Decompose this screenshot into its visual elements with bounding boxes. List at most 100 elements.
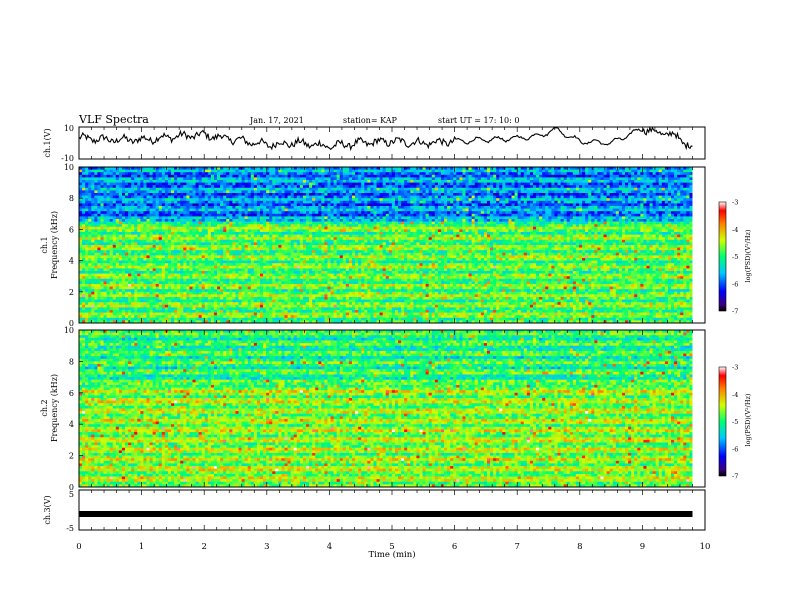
spectrogram-cell — [253, 169, 258, 173]
spectrogram-cell — [459, 226, 463, 230]
spectrogram-cell — [333, 198, 338, 202]
spectrogram-cell — [450, 211, 454, 215]
spectrogram-cell — [198, 174, 203, 178]
spectrogram-cell — [198, 208, 203, 212]
spectrogram-cell — [447, 206, 451, 209]
spectrogram-cell — [440, 187, 445, 191]
spectrogram-cell — [548, 200, 552, 204]
spectrogram-cell — [563, 180, 568, 183]
spectrogram-cell — [664, 169, 669, 173]
spectrogram-cell — [333, 224, 338, 228]
spectrogram-cell — [348, 174, 353, 178]
spectrogram-cell — [585, 172, 589, 176]
spectrogram-cell — [253, 177, 258, 181]
spectrogram-cell — [250, 182, 255, 186]
spectrogram-cell — [373, 198, 377, 202]
spectrogram-cell — [606, 203, 611, 207]
spectrogram-cell — [253, 190, 258, 194]
spectrogram-cell — [235, 185, 239, 189]
ch1-ytick-top: 10 — [64, 124, 74, 133]
spectrogram-cell — [345, 180, 350, 183]
spectrogram-cell — [293, 172, 298, 176]
spectrogram-cell — [465, 206, 469, 209]
spectrogram-cell — [382, 177, 387, 181]
spectrogram-cell — [646, 190, 650, 194]
spectrogram-cell — [352, 187, 356, 191]
spectrogram-cell — [686, 203, 690, 207]
spectrogram-cell — [174, 224, 178, 228]
spectrogram-cell — [683, 213, 687, 217]
spectrogram-cell — [195, 226, 200, 230]
spectrogram-cell — [253, 180, 258, 183]
spectrogram-cell — [217, 203, 221, 207]
spectrogram-cell — [235, 174, 239, 178]
spectrogram-cell — [333, 182, 338, 186]
spectrogram-cell — [404, 211, 408, 215]
spectrogram-cell — [367, 167, 371, 170]
spectrogram-cell — [560, 182, 565, 186]
spectrogram-cell — [450, 219, 454, 222]
spectrogram-cell — [118, 169, 123, 173]
spectrogram-cell — [468, 206, 473, 209]
spectrogram-cell — [272, 187, 276, 191]
spectrogram-cell — [468, 169, 473, 173]
spectrogram-cell — [440, 221, 445, 225]
spectrogram-cell — [548, 187, 552, 191]
spectrogram-cell — [404, 180, 408, 183]
spectrogram-cell — [529, 208, 534, 212]
spectrogram-cell — [664, 224, 669, 228]
spectrogram-cell — [634, 185, 638, 189]
spectrogram-cell — [275, 169, 279, 173]
spectrogram-cell — [477, 174, 482, 178]
spectrogram-cell — [643, 185, 647, 189]
spectrogram-cell — [520, 206, 525, 209]
spectrogram-cell — [437, 169, 442, 173]
spectrogram-cell — [103, 216, 108, 220]
spectrogram-cell — [585, 187, 589, 191]
spectrogram-cell — [683, 211, 687, 215]
spectrogram-cell — [85, 200, 89, 204]
spectrogram-cell — [490, 174, 494, 178]
spectrogram-cell — [447, 211, 451, 215]
spectrogram-cell — [505, 190, 509, 194]
spectrogram-cell — [174, 193, 178, 196]
spectrogram-cell — [560, 200, 565, 204]
spectrogram-cell — [413, 224, 417, 228]
spectrogram-cell — [643, 195, 647, 199]
spectrogram-cell — [278, 172, 282, 176]
spectrogram-cell — [640, 219, 644, 222]
spectrogram-cell — [149, 216, 154, 220]
spectrogram-cell — [358, 182, 362, 186]
spectrogram-cell — [318, 182, 322, 186]
spectrogram-cell — [235, 203, 239, 207]
spectrogram-cell — [499, 180, 503, 183]
spectrogram-cell — [499, 195, 503, 199]
spectrogram-cell — [419, 180, 423, 183]
spectrogram-cell — [256, 219, 261, 222]
spectrogram-cell — [563, 208, 568, 212]
spectrogram-cell — [508, 221, 512, 225]
spectrogram-cell — [652, 198, 657, 202]
spectrogram-cell — [425, 182, 430, 186]
spectrogram-cell — [207, 182, 212, 186]
spectrogram-cell — [336, 177, 341, 181]
spectrogram-cell — [526, 190, 531, 194]
spectrogram-cell — [189, 198, 193, 202]
spectrogram-cell — [391, 174, 396, 178]
spectrogram-cell — [615, 226, 620, 230]
spectrogram-cell — [278, 224, 282, 228]
spectrogram-cell — [232, 219, 236, 222]
spectrogram-cell — [554, 211, 558, 215]
spectrogram-cell — [686, 187, 690, 191]
spectrogram-cell — [575, 224, 580, 228]
spectrogram-cell — [612, 182, 617, 186]
spectrogram-cell — [447, 177, 451, 181]
spectrogram-cell — [652, 213, 657, 217]
spectrogram-cell — [287, 193, 292, 196]
spectrogram-cell — [520, 182, 525, 186]
spectrogram-cell — [342, 190, 347, 194]
spectrogram-cell — [634, 193, 638, 196]
spectrogram-cell — [502, 226, 506, 230]
spectrogram-cell — [606, 172, 611, 176]
spectrogram-cell — [226, 185, 230, 189]
